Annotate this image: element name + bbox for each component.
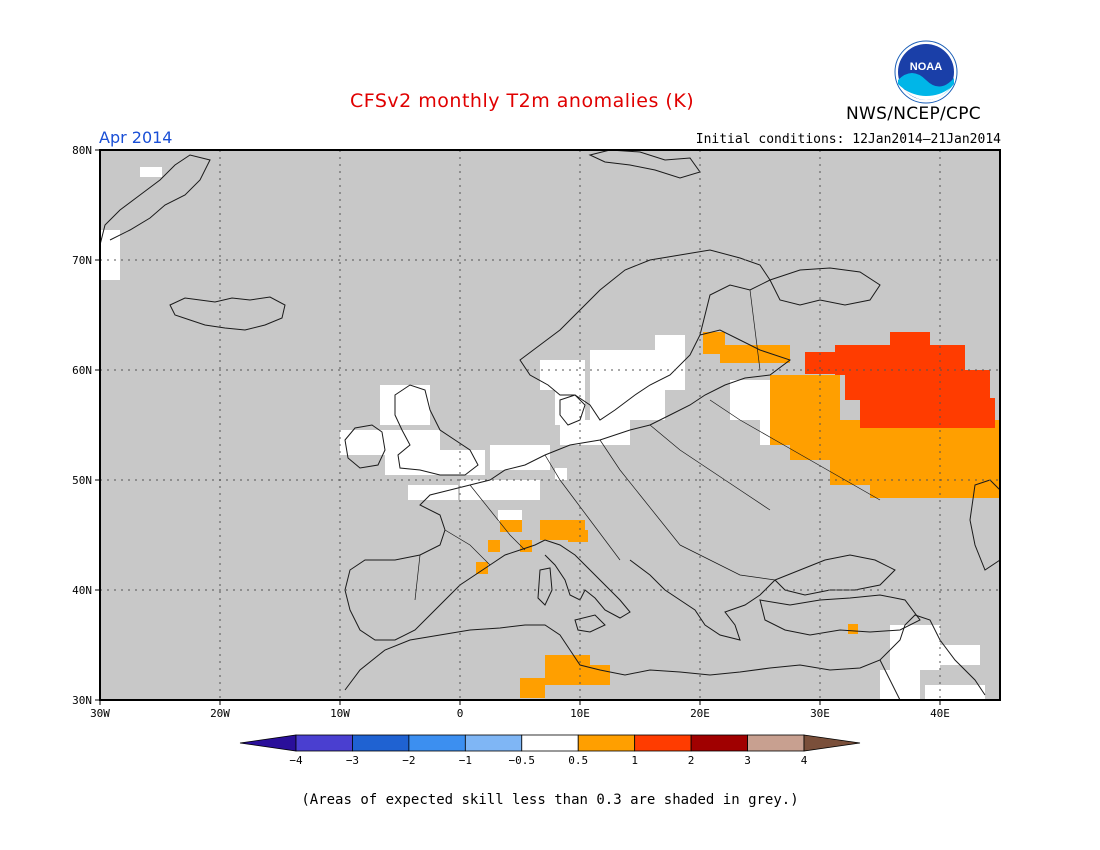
ireland-outline <box>344 424 386 469</box>
lat-label: 50N <box>72 474 92 487</box>
continent-west-coast <box>344 429 631 641</box>
initial-conditions: Initial conditions: 12Jan2014–21Jan2014 <box>695 132 1001 147</box>
lat-label: 80N <box>72 144 92 157</box>
agency-label: NWS/NCEP/CPC <box>846 104 981 124</box>
colorbar-label: −3 <box>346 754 359 767</box>
kola-outline <box>769 267 881 306</box>
colorbar-high-arrow <box>803 734 861 752</box>
turkey-outline <box>759 594 921 636</box>
lat-label: 60N <box>72 364 92 377</box>
colorbar-label: −4 <box>289 754 303 767</box>
sardinia-outline <box>537 567 553 606</box>
coastlines <box>99 149 1001 701</box>
black-sea-outline <box>774 554 896 596</box>
colorbar-label: 4 <box>801 754 808 767</box>
colorbar-label: −2 <box>402 754 415 767</box>
lon-label: 30W <box>90 707 110 720</box>
colorbar-swatch <box>295 734 353 752</box>
colorbar: −4 −3 −2 −1 −0.5 0.5 1 2 3 4 <box>239 734 861 767</box>
colorbar-swatch <box>747 734 805 752</box>
levant-coast <box>889 614 986 696</box>
greenland-outline <box>99 154 211 246</box>
north-africa-coast <box>344 624 891 691</box>
colorbar-swatch <box>408 734 466 752</box>
lon-ticks <box>99 700 941 705</box>
lat-ticks <box>95 149 100 701</box>
lon-label: 30E <box>810 707 830 720</box>
lon-label: 20E <box>690 707 710 720</box>
colorbar-label: 2 <box>688 754 695 767</box>
sinai-outline <box>879 659 901 701</box>
lon-label: 10W <box>330 707 350 720</box>
colorbar-label: 1 <box>631 754 638 767</box>
sicily-outline <box>574 614 606 633</box>
inland-borders <box>414 289 881 601</box>
noaa-logo: NOAA <box>894 40 958 104</box>
chart-title: CFSv2 monthly T2m anomalies (K) <box>350 90 695 112</box>
colorbar-low-arrow <box>239 734 297 752</box>
colorbar-label: −1 <box>459 754 472 767</box>
colorbar-swatch <box>521 734 579 752</box>
lat-label: 30N <box>72 694 92 707</box>
neutral-anomaly-areas <box>100 167 985 700</box>
scandinavia-outline <box>519 249 771 421</box>
map-frame <box>99 149 1001 701</box>
colorbar-label: −0.5 <box>509 754 536 767</box>
great-britain-outline <box>394 384 479 476</box>
lon-label: 40E <box>930 707 950 720</box>
colorbar-label: 3 <box>744 754 751 767</box>
colorbar-swatch <box>690 734 748 752</box>
balkans-outline <box>629 559 776 641</box>
italy-outline <box>544 539 631 619</box>
colorbar-swatch <box>464 734 523 752</box>
colorbar-swatch <box>634 734 692 752</box>
caspian-outline <box>969 479 1001 571</box>
skill-footnote: (Areas of expected skill less than 0.3 a… <box>301 792 799 808</box>
logo-text: NOAA <box>910 61 942 73</box>
lon-label: 10E <box>570 707 590 720</box>
iceland-outline <box>169 296 286 331</box>
lat-label: 40N <box>72 584 92 597</box>
forecast-period: Apr 2014 <box>99 128 173 147</box>
lat-label: 70N <box>72 254 92 267</box>
denmark-outline <box>559 394 586 426</box>
graticule <box>100 150 1000 700</box>
baltic-coast-outline <box>629 329 792 431</box>
colorbar-swatch <box>577 734 636 752</box>
colorbar-label: 0.5 <box>568 754 588 767</box>
lon-label: 0 <box>457 707 464 720</box>
colorbar-swatch <box>352 734 410 752</box>
lon-label: 20W <box>210 707 230 720</box>
